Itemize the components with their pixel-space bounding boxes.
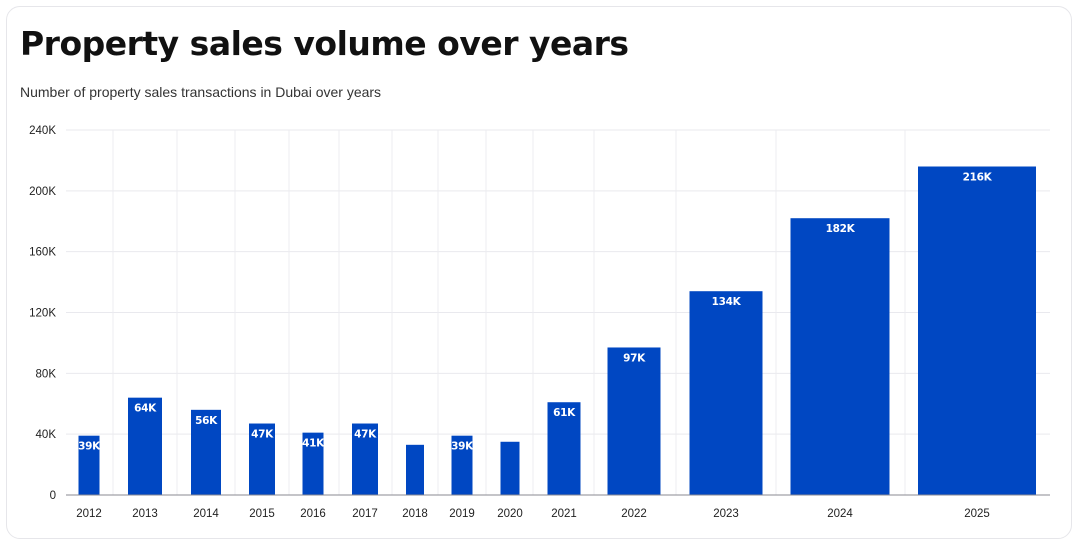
y-tick-label: 200K <box>29 186 56 198</box>
data-label-2021: 61K <box>553 407 576 419</box>
x-tick-label: 2023 <box>713 508 739 520</box>
x-tick-label: 2020 <box>497 508 523 520</box>
bar-2022 <box>607 347 661 495</box>
x-tick-label: 2012 <box>76 508 102 520</box>
x-tick-label: 2015 <box>249 508 275 520</box>
data-labels: 39K 64K 56K 47K 41K 47K 39K 61K 97K 134K 182K 216K <box>78 172 993 453</box>
data-label-2022: 97K <box>623 352 646 364</box>
bars <box>78 166 1036 496</box>
x-axis-tick-labels: 2012 2013 2014 2015 2016 2017 2018 2019 2020 2021… <box>76 508 990 520</box>
bar-2014 <box>191 409 221 495</box>
data-label-2013: 64K <box>134 403 157 415</box>
x-tick-label: 2014 <box>193 508 219 520</box>
chart-title: Property sales volume over years <box>20 24 629 63</box>
bar-2019 <box>451 435 473 495</box>
bar-2016 <box>302 432 324 495</box>
x-tick-label: 2025 <box>964 508 990 520</box>
bar-2017 <box>352 423 378 495</box>
chart-subtitle: Number of property sales transactions in… <box>20 84 382 100</box>
chart-card <box>6 6 1072 539</box>
bar-2020 <box>500 441 520 495</box>
data-label-2014: 56K <box>195 415 218 427</box>
bar-2023 <box>689 291 763 495</box>
data-label-2023: 134K <box>712 296 742 308</box>
data-label-2017: 47K <box>354 429 377 441</box>
bar-2013 <box>128 397 162 495</box>
x-tick-label: 2019 <box>449 508 475 520</box>
bar-2021 <box>547 402 581 495</box>
bar-2018 <box>406 444 424 495</box>
x-tick-label: 2013 <box>132 508 158 520</box>
x-tick-label: 2021 <box>551 508 577 520</box>
y-tick-label: 160K <box>29 247 56 259</box>
bar-2025 <box>918 166 1036 495</box>
x-tick-label: 2017 <box>352 508 378 520</box>
bar-2024 <box>790 218 890 496</box>
bar-2015 <box>249 423 275 495</box>
bar-2012 <box>78 435 100 495</box>
x-tick-label: 2018 <box>402 508 428 520</box>
y-tick-label: 40K <box>36 429 57 441</box>
data-label-2024: 182K <box>826 223 856 235</box>
y-tick-label: 240K <box>29 125 56 137</box>
y-tick-label: 80K <box>36 368 57 380</box>
x-grid <box>112 130 906 495</box>
x-tick-label: 2024 <box>827 508 853 520</box>
data-label-2015: 47K <box>251 429 274 441</box>
x-tick-label: 2016 <box>300 508 326 520</box>
data-label-2025: 216K <box>963 172 993 184</box>
data-label-2019: 39K <box>451 441 474 453</box>
y-grid <box>66 129 1050 435</box>
data-label-2016: 41K <box>302 438 325 450</box>
y-tick-label: 120K <box>29 308 56 320</box>
y-axis-tick-labels: 0 40K 80K 120K 160K 200K 240K <box>29 125 56 502</box>
data-label-2012: 39K <box>78 441 101 453</box>
y-tick-label: 0 <box>50 490 56 502</box>
x-tick-label: 2022 <box>621 508 647 520</box>
